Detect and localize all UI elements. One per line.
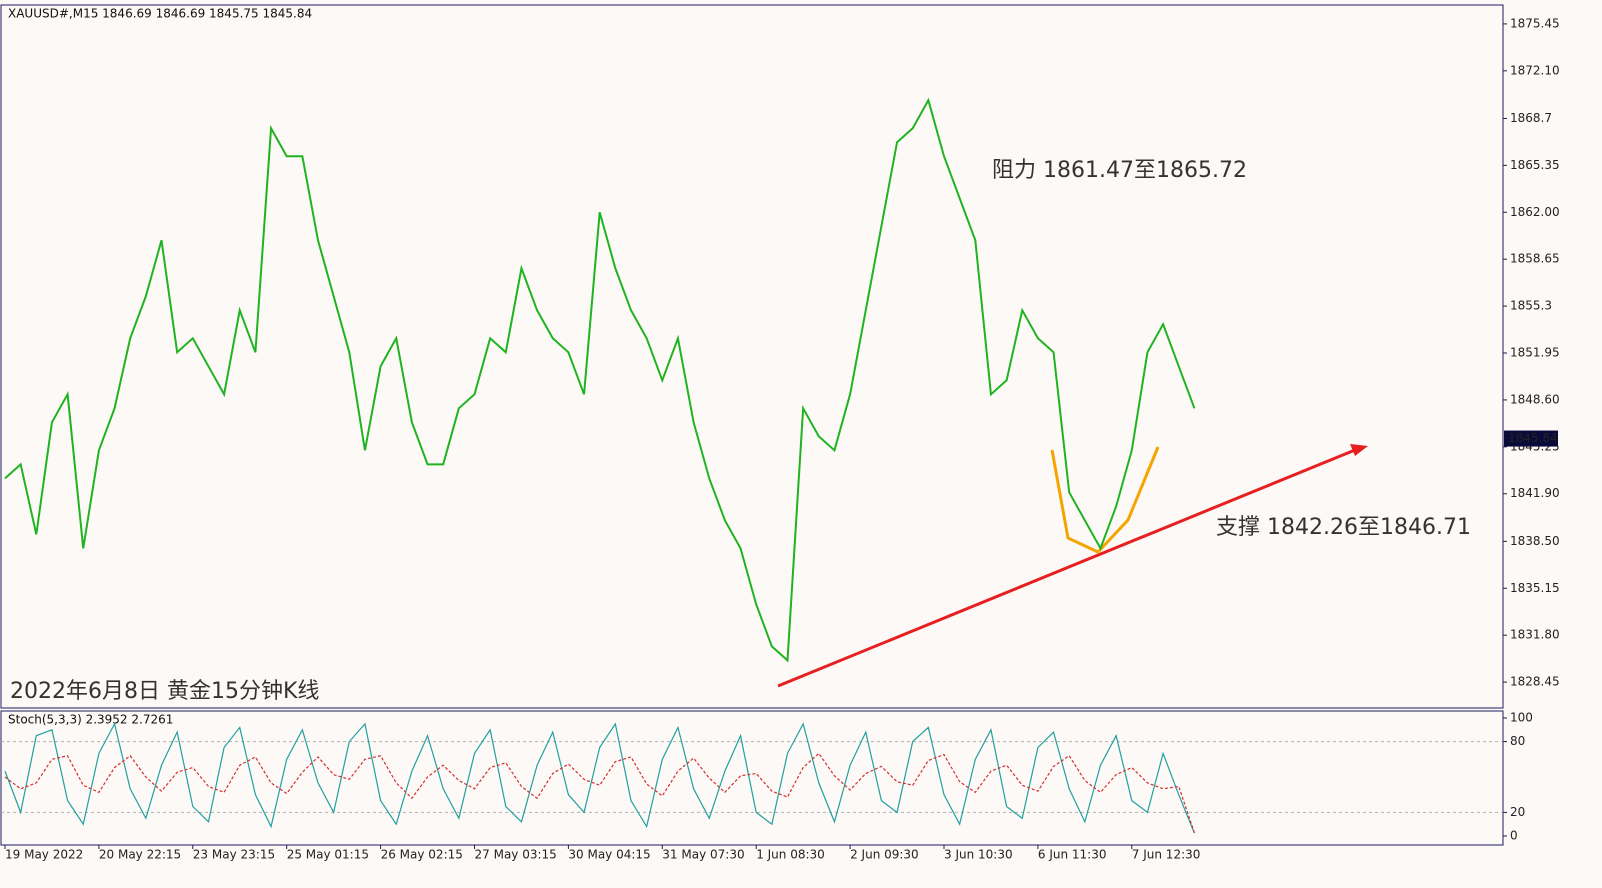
y-tick-label: 1851.95 [1510, 345, 1560, 359]
stoch-frame [0, 710, 1504, 846]
y-tick-label: 1848.60 [1510, 392, 1560, 406]
x-tick-label: 31 May 07:30 [662, 848, 744, 862]
price-label: 1845.84 [1508, 431, 1558, 445]
x-tick-label: 26 May 02:15 [381, 848, 463, 862]
trend-line [777, 448, 1356, 688]
y-tick-label: 80 [1510, 734, 1525, 748]
y-tick-label: 1868.7 [1510, 111, 1552, 125]
y-tick-label: 100 [1510, 711, 1533, 725]
chart-caption: 2022年6月8日 黄金15分钟K线 [10, 679, 319, 704]
x-tick-label: 27 May 03:15 [475, 848, 557, 862]
x-tick-label: 25 May 01:15 [287, 848, 369, 862]
y-tick-label: 1872.10 [1510, 63, 1560, 77]
y-tick-label: 1828.45 [1510, 675, 1560, 689]
support-note: 支撑 1842.26至1846.71 [1216, 515, 1471, 540]
y-tick-label: 1841.90 [1510, 486, 1560, 500]
y-tick-label: 1831.80 [1510, 628, 1560, 642]
y-tick-label: 20 [1510, 805, 1525, 819]
y-tick-label: 1838.50 [1510, 534, 1560, 548]
y-tick-label: 1865.35 [1510, 158, 1560, 172]
y-tick-label: 1835.15 [1510, 581, 1560, 595]
x-tick-label: 7 Jun 12:30 [1132, 848, 1201, 862]
series-line [4, 97, 1196, 663]
x-tick-label: 30 May 04:15 [568, 848, 650, 862]
arrow-head [1350, 444, 1368, 456]
price-box [1504, 430, 1558, 447]
y-tick-label: 1855.3 [1510, 299, 1552, 313]
x-tick-label: 6 Jun 11:30 [1038, 848, 1107, 862]
x-tick-label: 2 Jun 09:30 [850, 848, 919, 862]
x-tick-label: 1 Jun 08:30 [756, 848, 825, 862]
x-tick-label: 23 May 23:15 [193, 848, 275, 862]
resistance-note: 阻力 1861.47至1865.72 [992, 158, 1247, 183]
x-tick-label: 3 Jun 10:30 [944, 848, 1013, 862]
x-tick-label: 20 May 22:15 [99, 848, 181, 862]
main-frame [0, 4, 1504, 709]
y-tick-label: 0 [1510, 829, 1518, 843]
x-tick-label: 19 May 2022 [5, 848, 83, 862]
v-pattern [1050, 446, 1160, 554]
y-tick-label: 1862.00 [1510, 205, 1560, 219]
y-tick-label: 1875.45 [1510, 16, 1560, 30]
stoch-header: Stoch(5,3,3) 2.3952 2.7261 [8, 713, 173, 727]
symbol-header: XAUUSD#,M15 1846.69 1846.69 1845.75 1845… [8, 7, 312, 21]
y-tick-label: 1858.65 [1510, 252, 1560, 266]
series-line [4, 722, 1195, 834]
